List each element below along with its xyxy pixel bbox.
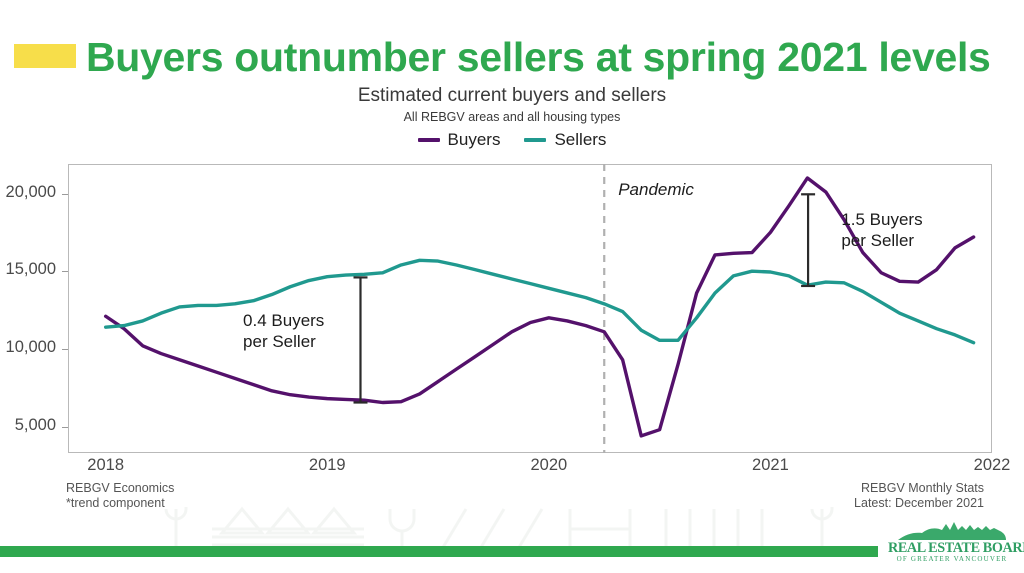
legend-swatch-sellers <box>524 138 547 142</box>
series-line-buyers <box>103 176 976 438</box>
chart-subtitle: Estimated current buyers and sellers <box>357 85 667 106</box>
annotation-ratio-2019: 0.4 Buyers per Seller <box>243 310 324 352</box>
x-axis-tick-label: 2020 <box>530 456 568 474</box>
y-axis-tick-label: 15,000 <box>5 260 56 279</box>
note-source-left: REBGV Economics *trend component <box>66 481 175 510</box>
line-chart-svg <box>103 164 976 453</box>
y-axis-tick-label: 10,000 <box>5 337 56 356</box>
y-axis-tick-mark <box>62 271 68 273</box>
logo-subtitle: OF GREATER VANCOUVER <box>896 555 1008 563</box>
title-block: Buyers outnumber sellers at spring 2021 … <box>0 31 1024 87</box>
legend-item-sellers[interactable]: Sellers <box>524 130 606 150</box>
annotation-pandemic: Pandemic <box>618 180 694 200</box>
y-axis-tick-mark <box>62 348 68 350</box>
title-accent-swatch <box>14 44 76 68</box>
y-axis-tick-label: 5,000 <box>14 415 56 434</box>
annotation-ratio-2021: 1.5 Buyers per Seller <box>841 209 922 251</box>
x-axis-tick-label: 2018 <box>87 456 125 474</box>
legend-item-buyers[interactable]: Buyers <box>417 130 501 150</box>
legend-label-sellers: Sellers <box>554 130 607 149</box>
legend-label-buyers: Buyers <box>447 130 501 149</box>
legend-swatch-buyers <box>417 138 440 142</box>
y-axis-tick-mark <box>62 426 68 428</box>
page-title: Buyers outnumber sellers at spring 2021 … <box>86 34 991 80</box>
x-axis-tick-label: 2022 <box>973 456 1011 474</box>
chart-subsubtitle: All REBGV areas and all housing types <box>403 110 621 124</box>
annotation-ratio-2019-line1: 0.4 Buyers <box>243 311 325 331</box>
series-line-sellers <box>103 258 976 345</box>
x-axis-tick-label: 2021 <box>752 456 789 474</box>
y-axis-tick-mark <box>62 193 68 195</box>
annotation-ratio-2019-line2: per Seller <box>243 332 316 352</box>
chart-plot-area <box>68 164 992 453</box>
logo-name: REAL ESTATE BOARD <box>888 540 1024 556</box>
ratio-bracket-ratio-2021 <box>801 193 816 288</box>
rebgv-logo: REAL ESTATE BOARD OF GREATER VANCOUVER <box>888 520 1024 568</box>
annotation-ratio-2021-line2: per Seller <box>841 231 915 251</box>
chart-legend: Buyers Sellers <box>0 129 1024 151</box>
y-axis-tick-label: 20,000 <box>5 182 56 201</box>
skyline-icon <box>898 522 1006 540</box>
annotation-ratio-2021-line1: 1.5 Buyers <box>841 210 923 230</box>
x-axis-tick-label: 2019 <box>308 456 346 474</box>
background-watermark-icons <box>164 506 834 551</box>
ratio-bracket-ratio-2019 <box>353 276 368 404</box>
note-source-right: REBGV Monthly Stats Latest: December 202… <box>854 481 984 510</box>
footer-green-bar <box>0 546 878 557</box>
